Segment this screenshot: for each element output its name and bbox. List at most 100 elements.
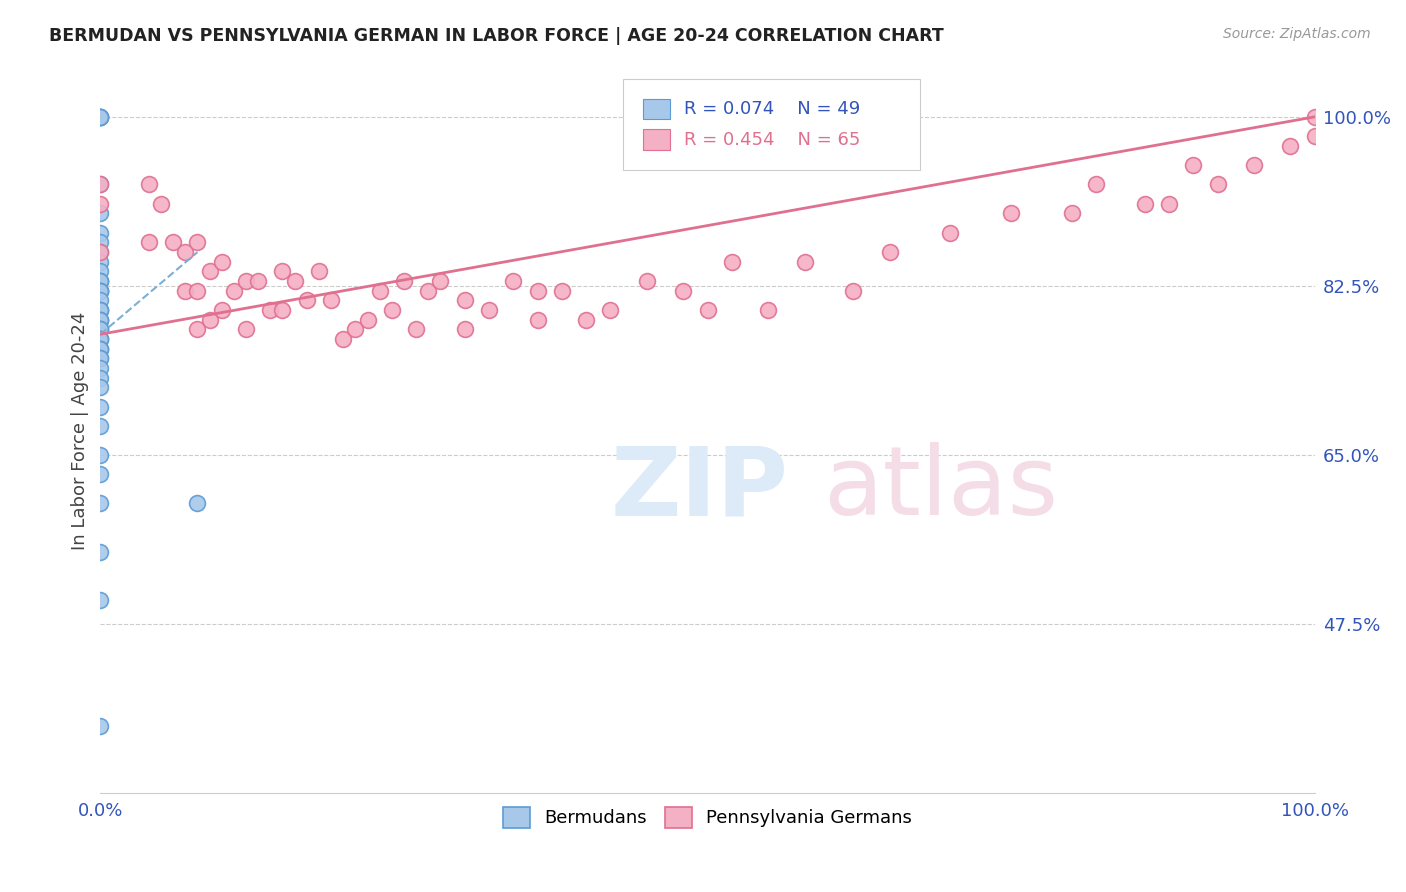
Point bbox=[89, 284, 111, 298]
Point bbox=[222, 284, 245, 298]
Point bbox=[235, 274, 257, 288]
Point bbox=[89, 342, 111, 356]
Point bbox=[1279, 138, 1302, 153]
Point bbox=[478, 303, 501, 318]
Point bbox=[1182, 158, 1205, 172]
FancyBboxPatch shape bbox=[643, 99, 669, 120]
Point bbox=[89, 226, 111, 240]
Point bbox=[89, 313, 111, 327]
Point bbox=[89, 419, 111, 434]
Y-axis label: In Labor Force | Age 20-24: In Labor Force | Age 20-24 bbox=[72, 311, 89, 550]
Point bbox=[89, 351, 111, 366]
Point bbox=[284, 274, 307, 288]
Point bbox=[271, 264, 294, 278]
Point bbox=[89, 274, 111, 288]
Point bbox=[720, 255, 742, 269]
Point bbox=[392, 274, 415, 288]
Point bbox=[89, 274, 111, 288]
Point bbox=[89, 178, 111, 192]
Point bbox=[89, 593, 111, 607]
Point bbox=[575, 313, 598, 327]
Point bbox=[89, 255, 111, 269]
Point bbox=[89, 332, 111, 346]
Point bbox=[368, 284, 391, 298]
Point bbox=[198, 264, 221, 278]
Point bbox=[344, 322, 367, 336]
Point bbox=[89, 448, 111, 462]
Point bbox=[89, 178, 111, 192]
Point bbox=[1303, 110, 1326, 124]
Point bbox=[89, 245, 111, 260]
Point bbox=[1157, 196, 1180, 211]
Point bbox=[89, 332, 111, 346]
Point bbox=[1243, 158, 1265, 172]
FancyBboxPatch shape bbox=[623, 79, 920, 170]
Point bbox=[89, 342, 111, 356]
Point bbox=[89, 235, 111, 250]
Point bbox=[211, 303, 233, 318]
Point bbox=[756, 303, 779, 318]
Point bbox=[89, 264, 111, 278]
Point bbox=[526, 313, 548, 327]
Point bbox=[295, 293, 318, 308]
Text: atlas: atlas bbox=[823, 442, 1057, 535]
Point bbox=[89, 303, 111, 318]
Point bbox=[89, 110, 111, 124]
Point bbox=[793, 255, 815, 269]
Point bbox=[1000, 206, 1022, 220]
Point bbox=[198, 313, 221, 327]
Point bbox=[174, 284, 197, 298]
Point bbox=[636, 274, 658, 288]
Point bbox=[186, 322, 208, 336]
Point bbox=[89, 322, 111, 336]
Point bbox=[89, 380, 111, 394]
Point bbox=[879, 245, 901, 260]
Point bbox=[89, 467, 111, 482]
Point bbox=[526, 284, 548, 298]
Point bbox=[89, 332, 111, 346]
Point bbox=[89, 303, 111, 318]
Point bbox=[89, 313, 111, 327]
Point bbox=[89, 351, 111, 366]
Point bbox=[186, 235, 208, 250]
Text: Source: ZipAtlas.com: Source: ZipAtlas.com bbox=[1223, 27, 1371, 41]
Point bbox=[211, 255, 233, 269]
Point bbox=[89, 274, 111, 288]
Text: R = 0.074    N = 49: R = 0.074 N = 49 bbox=[685, 100, 860, 118]
Point bbox=[89, 284, 111, 298]
Point bbox=[89, 322, 111, 336]
Point bbox=[696, 303, 718, 318]
Point bbox=[429, 274, 451, 288]
Point bbox=[89, 719, 111, 733]
Point bbox=[89, 245, 111, 260]
Point bbox=[89, 496, 111, 510]
Point bbox=[89, 284, 111, 298]
Point bbox=[89, 303, 111, 318]
Point bbox=[89, 322, 111, 336]
Point bbox=[502, 274, 524, 288]
Point bbox=[89, 313, 111, 327]
Point bbox=[599, 303, 621, 318]
Point bbox=[89, 293, 111, 308]
Point bbox=[672, 284, 695, 298]
Point bbox=[1303, 129, 1326, 144]
Point bbox=[405, 322, 427, 336]
Point bbox=[1085, 178, 1108, 192]
Legend: Bermudans, Pennsylvania Germans: Bermudans, Pennsylvania Germans bbox=[495, 800, 920, 835]
Point bbox=[89, 371, 111, 385]
Text: BERMUDAN VS PENNSYLVANIA GERMAN IN LABOR FORCE | AGE 20-24 CORRELATION CHART: BERMUDAN VS PENNSYLVANIA GERMAN IN LABOR… bbox=[49, 27, 943, 45]
Point bbox=[319, 293, 342, 308]
Point bbox=[1060, 206, 1083, 220]
Point bbox=[1133, 196, 1156, 211]
Point bbox=[89, 545, 111, 559]
Point bbox=[259, 303, 281, 318]
Point bbox=[308, 264, 330, 278]
Point bbox=[89, 284, 111, 298]
Point bbox=[89, 110, 111, 124]
Point bbox=[271, 303, 294, 318]
Point bbox=[1206, 178, 1229, 192]
Point bbox=[138, 178, 160, 192]
Point bbox=[247, 274, 270, 288]
Point bbox=[89, 110, 111, 124]
Point bbox=[89, 206, 111, 220]
